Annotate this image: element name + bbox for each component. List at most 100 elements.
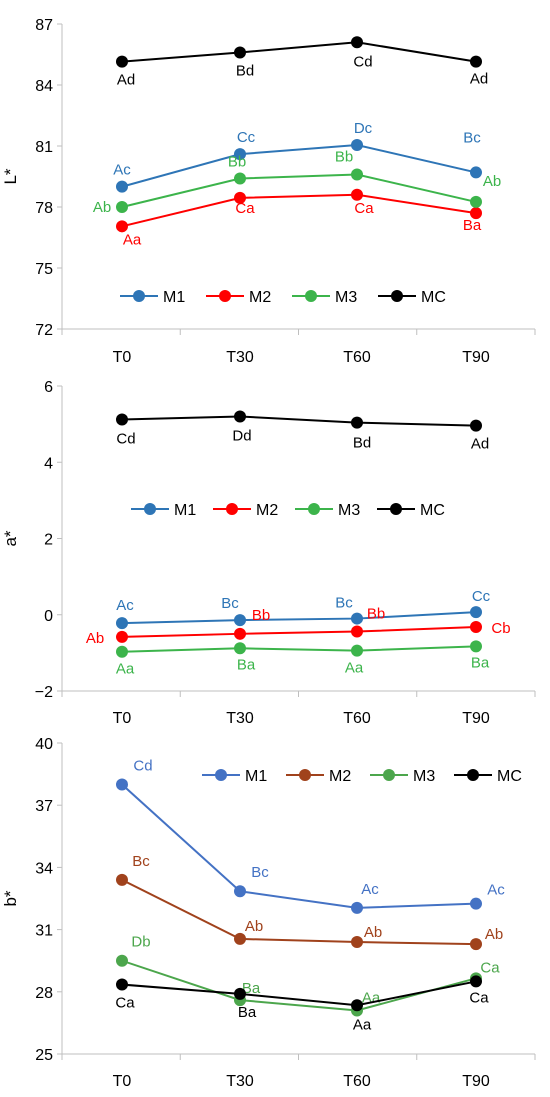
x-tick-label: T90 (462, 710, 490, 727)
data-label-m1: Bc (335, 595, 353, 612)
data-label-mc: Bd (353, 435, 371, 452)
data-label-m1: Cc (472, 588, 491, 605)
data-point-m3 (470, 195, 482, 208)
data-point-m1 (116, 778, 128, 791)
data-point-mc (470, 55, 482, 68)
x-tick-label: T0 (113, 710, 132, 727)
x-tick-label: T60 (343, 710, 371, 727)
y-tick-label: 37 (35, 798, 53, 815)
series-line-m1 (121, 143, 477, 188)
data-point-m1 (470, 606, 482, 619)
y-tick-label: 31 (35, 923, 53, 940)
data-label-mc: Ad (471, 436, 489, 453)
data-label-m3: Aa (345, 660, 364, 677)
data-label-m3: Aa (116, 661, 135, 678)
x-tick-label: T0 (113, 349, 132, 366)
data-point-m1 (470, 897, 482, 910)
data-point-m1 (470, 166, 482, 179)
y-tick-label: 28 (35, 985, 53, 1002)
y-tick-label: 25 (35, 1047, 53, 1064)
data-label-m2: Ab (245, 918, 263, 935)
legend-marker-m3 (305, 290, 317, 302)
y-tick-label: 72 (35, 322, 53, 339)
data-label-m3: Db (131, 934, 150, 951)
y-axis-title: L* (1, 168, 20, 184)
data-point-m1 (351, 612, 363, 625)
series-line-m2 (121, 625, 477, 638)
legend-label-m1: M1 (245, 768, 267, 785)
data-point-m2 (116, 873, 128, 886)
data-label-m1: Bc (221, 595, 239, 612)
series-line-m3 (121, 959, 477, 1012)
y-tick-label: 0 (44, 608, 53, 625)
data-point-m3 (116, 954, 128, 967)
data-label-m1: Dc (354, 120, 373, 137)
legend-marker-m2 (299, 769, 311, 781)
data-label-m1: Bc (251, 864, 269, 881)
data-point-m2 (234, 932, 246, 945)
x-tick-label: T30 (226, 349, 254, 366)
data-point-mc (116, 413, 128, 426)
data-point-m1 (234, 148, 246, 161)
legend-label-mc: MC (420, 502, 445, 519)
x-tick-label: T30 (226, 1073, 254, 1090)
legend-marker-mc (467, 769, 479, 781)
data-point-m2 (470, 207, 482, 220)
data-label-m2: Ba (463, 217, 482, 234)
data-point-m1 (234, 614, 246, 627)
data-point-m1 (351, 901, 363, 914)
data-label-m2: Ca (354, 200, 374, 217)
y-tick-label: 34 (35, 860, 53, 877)
data-label-mc: Cd (353, 53, 372, 70)
series-line-m2 (121, 878, 477, 946)
x-tick-label: T60 (343, 349, 371, 366)
y-axis-title: a* (1, 530, 20, 546)
data-point-m3 (234, 172, 246, 185)
data-point-m2 (470, 938, 482, 951)
data-point-mc (116, 55, 128, 68)
series-line-mc (121, 415, 477, 427)
data-point-mc (351, 36, 363, 49)
data-label-m1: Bc (463, 129, 481, 146)
data-point-mc (470, 975, 482, 988)
legend-marker-m2 (226, 503, 238, 515)
data-label-m2: Bc (132, 853, 150, 870)
data-point-m1 (116, 180, 128, 193)
data-point-m2 (234, 191, 246, 204)
y-tick-label: 2 (44, 532, 53, 549)
legend-label-m3: M3 (413, 768, 435, 785)
x-tick-label: T90 (462, 349, 490, 366)
data-label-m1: Ac (113, 162, 131, 179)
data-point-m1 (351, 138, 363, 151)
series-line-mc (121, 41, 477, 63)
data-point-m3 (351, 168, 363, 181)
data-label-mc: Bd (236, 62, 254, 79)
data-point-mc (351, 416, 363, 429)
series-line-m3 (121, 173, 477, 208)
data-label-m2: Ab (86, 630, 104, 647)
data-label-m2: Bb (252, 607, 270, 624)
legend-label-m3: M3 (335, 289, 357, 306)
data-point-m3 (351, 644, 363, 657)
data-label-mc: Cd (116, 431, 135, 448)
data-point-m3 (470, 640, 482, 653)
data-label-m3: Ba (242, 980, 261, 997)
data-label-m2: Ca (235, 200, 255, 217)
y-tick-label: 87 (35, 17, 53, 34)
y-tick-label: 75 (35, 261, 53, 278)
series-line-m1 (121, 611, 477, 625)
y-tick-label: 4 (44, 455, 53, 472)
legend-marker-m1 (144, 503, 156, 515)
legend-label-m2: M2 (329, 768, 351, 785)
data-label-m1: Cc (237, 129, 256, 146)
data-label-mc: Ca (115, 995, 135, 1012)
y-tick-label: 78 (35, 200, 53, 217)
data-point-m2 (116, 220, 128, 233)
data-label-m3: Ca (480, 959, 500, 976)
data-label-m1: Ac (361, 881, 379, 898)
data-label-m3: Ba (471, 654, 490, 671)
legend-label-m3: M3 (338, 502, 360, 519)
data-label-mc: Aa (353, 1016, 372, 1033)
data-label-m2: Aa (123, 231, 142, 248)
